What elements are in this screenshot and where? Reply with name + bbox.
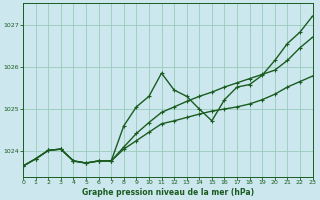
X-axis label: Graphe pression niveau de la mer (hPa): Graphe pression niveau de la mer (hPa) [82, 188, 254, 197]
